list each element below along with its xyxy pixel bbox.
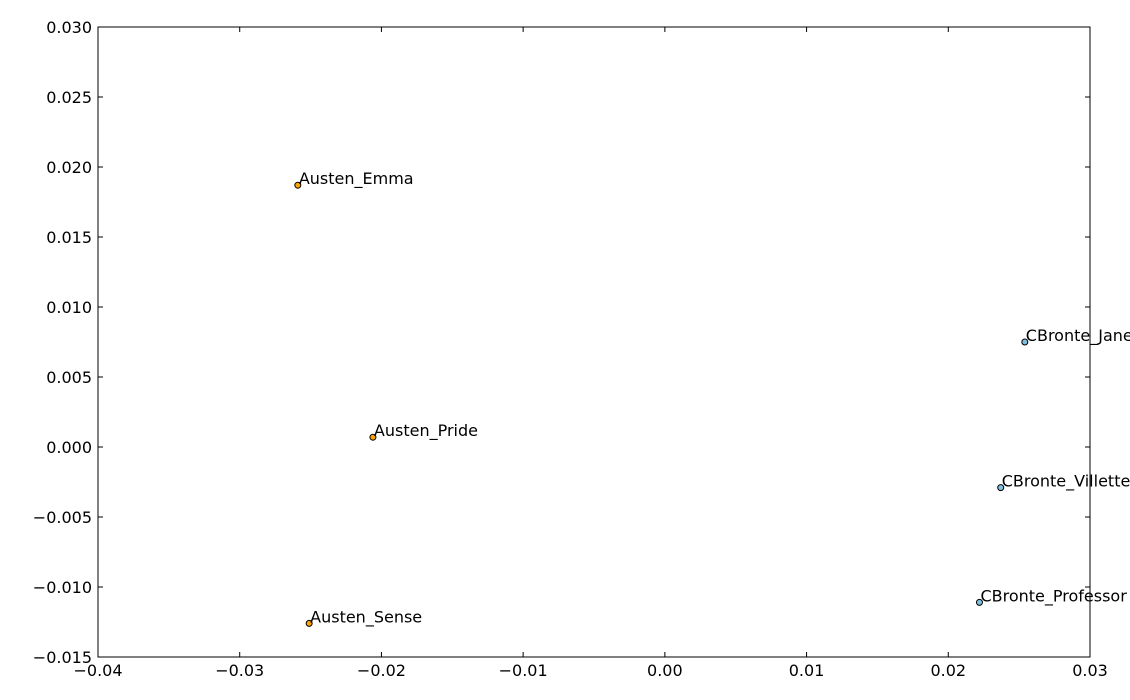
x-tick-label: 0.03 (1072, 661, 1108, 680)
y-tick-label: 0.020 (46, 158, 92, 177)
plot-frame (97, 26, 1091, 658)
point-label: Austen_Pride (374, 421, 478, 441)
point-label: CBronte_Jane (1026, 326, 1130, 346)
x-tick-label: 0.00 (647, 661, 683, 680)
y-tick-label: −0.010 (33, 578, 92, 597)
x-tick-label: 0.02 (930, 661, 966, 680)
data-point-cbronte-jane (1021, 338, 1029, 346)
x-tick-label: −0.03 (215, 661, 264, 680)
y-tick-label: 0.015 (46, 228, 92, 247)
y-tick-label: 0.025 (46, 88, 92, 107)
point-label: CBronte_Villette (1002, 472, 1130, 492)
point-label: CBronte_Professor (980, 586, 1127, 606)
y-tick-label: 0.030 (46, 18, 92, 37)
data-point-austen-pride (369, 433, 377, 441)
point-label: Austen_Emma (299, 169, 414, 189)
x-tick-label: 0.01 (789, 661, 825, 680)
point-labels: Austen_Emma Austen_Pride Austen_Sense CBron… (299, 169, 1130, 627)
y-tick-label: −0.005 (33, 508, 92, 527)
y-tick-label: −0.015 (33, 648, 92, 667)
data-points (294, 181, 1029, 627)
x-tick-label: −0.01 (499, 661, 548, 680)
data-point-austen-sense (305, 619, 313, 627)
y-tick-label: 0.010 (46, 298, 92, 317)
data-point-austen-emma (294, 181, 302, 189)
y-tick-label: 0.000 (46, 438, 92, 457)
data-point-cbronte-villette (997, 484, 1005, 492)
axis-tick-labels: −0.04 −0.03 −0.02 −0.01 0.00 0.01 0.02 0.03 −0.0… (33, 18, 1108, 680)
y-tick-label: 0.005 (46, 368, 92, 387)
x-tick-label: −0.04 (73, 661, 122, 680)
x-tick-label: −0.02 (357, 661, 406, 680)
data-point-cbronte-professor (975, 598, 983, 606)
point-label: Austen_Sense (310, 607, 422, 627)
axis-ticks (97, 26, 1091, 658)
